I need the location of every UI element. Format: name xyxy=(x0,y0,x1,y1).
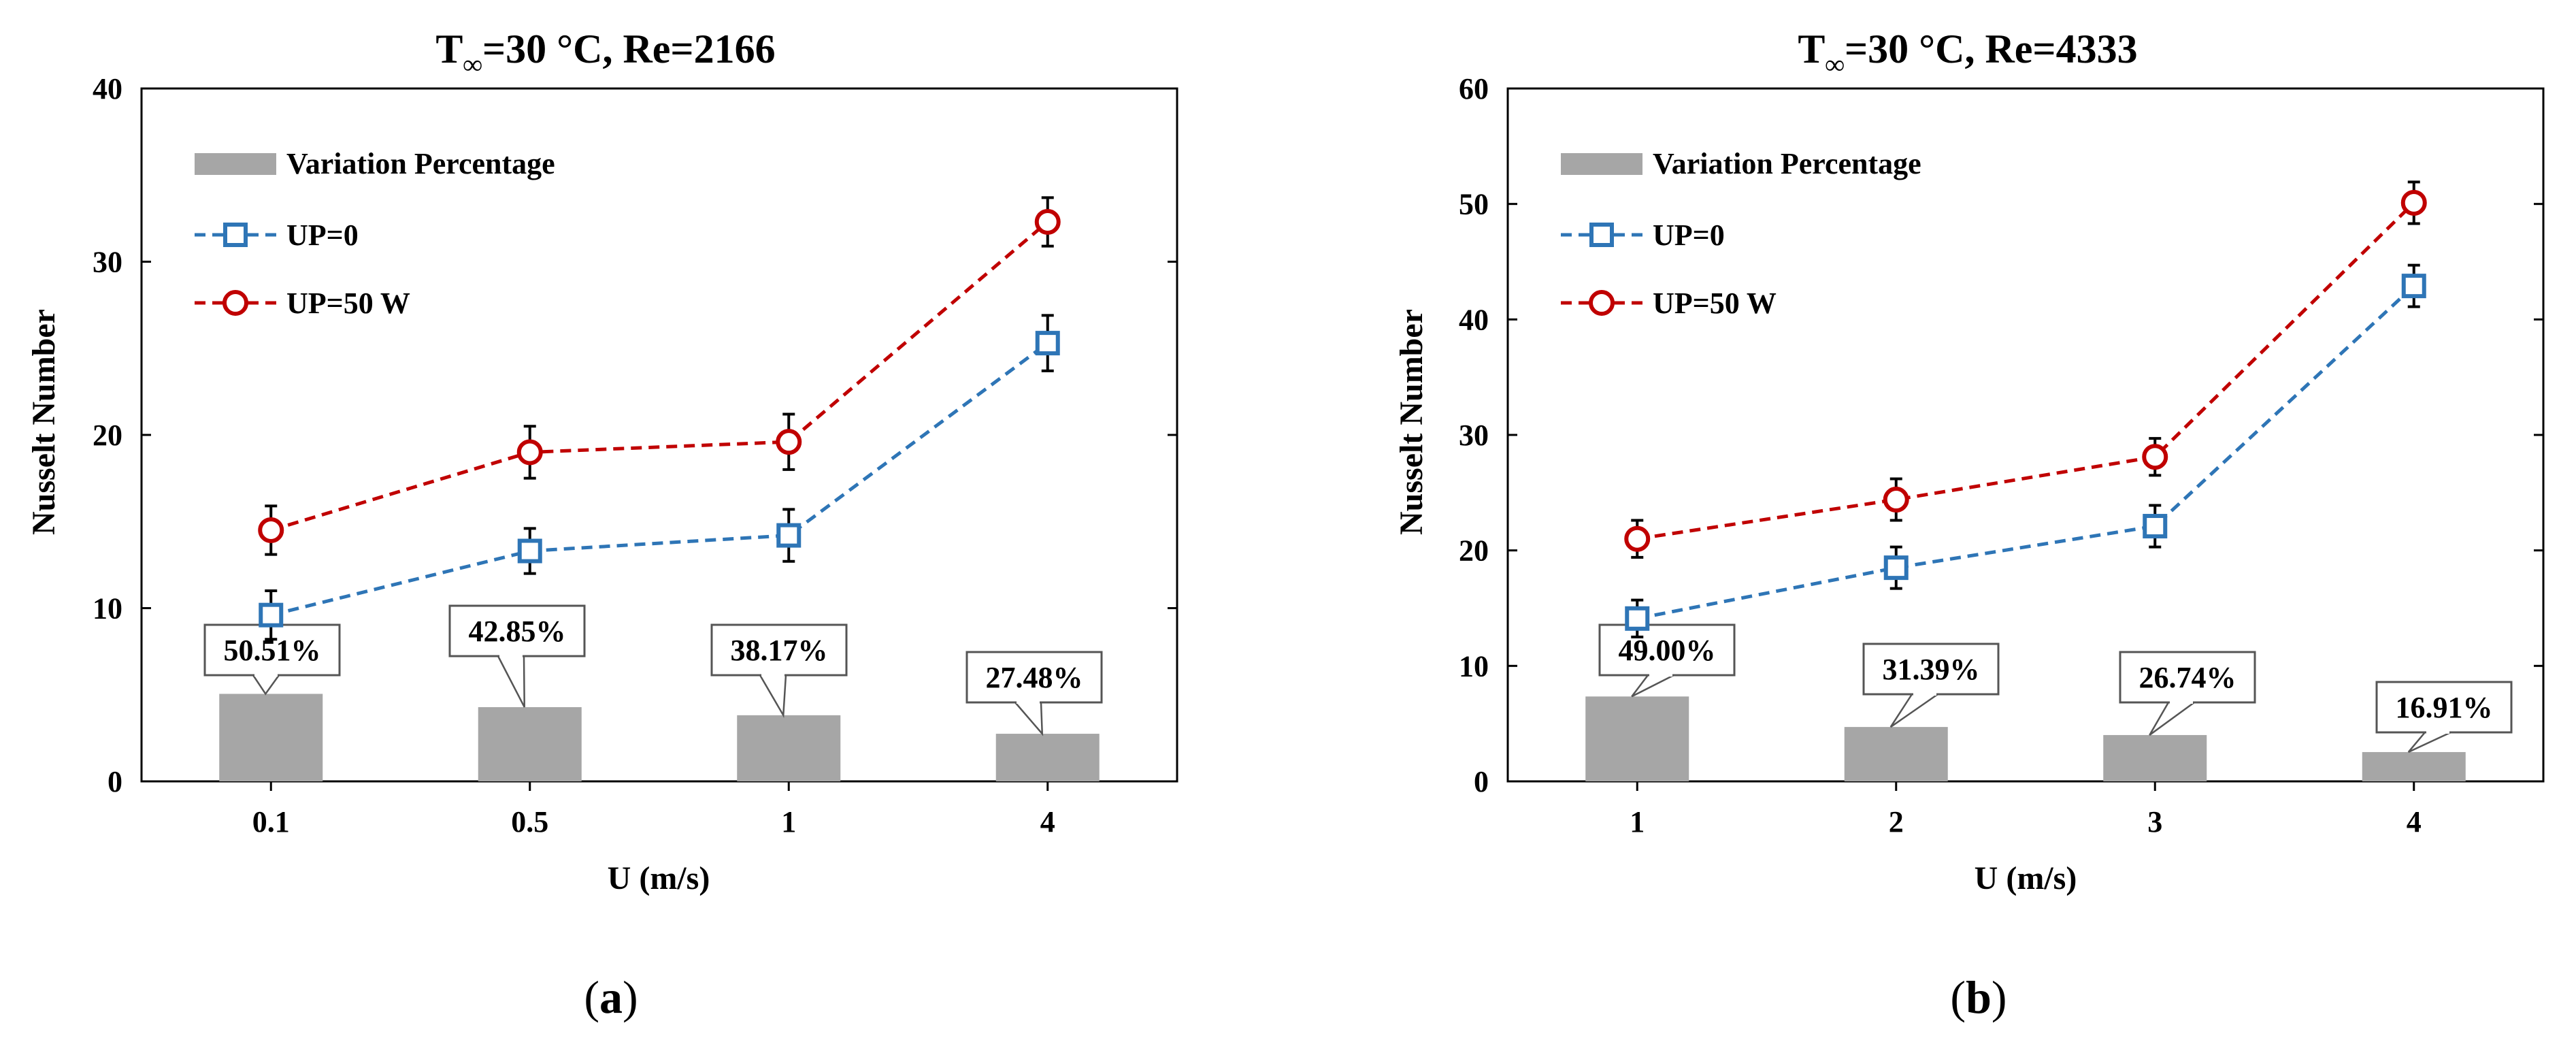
callout-box xyxy=(965,651,1103,704)
callout-box xyxy=(2375,681,2513,734)
x-tick-label: 0.1 xyxy=(252,805,290,839)
callout-pointer xyxy=(252,675,280,696)
callout-box xyxy=(1862,643,2000,696)
y-tick-label: 20 xyxy=(1459,534,1489,568)
data-point xyxy=(259,602,284,628)
variation-bar xyxy=(737,715,841,781)
callout-pointer xyxy=(1631,674,1674,698)
series-line xyxy=(270,221,1049,532)
legend-marker xyxy=(222,290,248,316)
callout-pointer xyxy=(759,675,787,719)
data-label: 38.17% xyxy=(731,634,828,667)
legend-label: Variation Percentage xyxy=(1653,147,1921,180)
legend-marker xyxy=(1589,290,1615,316)
callout-box xyxy=(710,623,848,677)
data-point xyxy=(1883,487,1909,513)
legend-label: UP=50 W xyxy=(286,287,410,320)
data-point xyxy=(1883,555,1909,581)
chart-panel-a: T∞=30 °C, Re=2166 Nusselt Number U (m/s)… xyxy=(26,27,1178,1023)
plot-area-frame xyxy=(1506,87,2545,783)
data-point xyxy=(2142,444,2168,470)
data-point xyxy=(2143,514,2168,539)
callout-box xyxy=(2119,651,2256,704)
data-point xyxy=(1625,606,1650,631)
y-tick-label: 20 xyxy=(93,419,122,452)
data-point xyxy=(776,429,802,455)
legend-label: UP=0 xyxy=(286,218,359,252)
callout-pointer xyxy=(2149,701,2195,736)
callout-box xyxy=(448,604,586,657)
callout-pointer xyxy=(1014,702,1044,736)
data-label: 27.48% xyxy=(986,661,1083,694)
x-axis-title: U (m/s) xyxy=(1975,860,2077,896)
chart-panel-b: T∞=30 °C, Re=4333 Nusselt Number U (m/s)… xyxy=(1393,27,2545,1023)
variation-bar xyxy=(1844,727,1948,781)
data-label: 16.91% xyxy=(2396,691,2493,724)
variation-bar xyxy=(478,706,582,781)
legend-swatch xyxy=(195,153,276,175)
y-tick-label: 40 xyxy=(93,72,122,105)
data-label: 31.39% xyxy=(1883,653,1980,686)
legend-marker xyxy=(1589,223,1614,247)
y-axis-title: Nusselt Number xyxy=(26,309,62,535)
x-axis-title: U (m/s) xyxy=(608,860,710,896)
series-line xyxy=(1636,285,2415,621)
variation-bar xyxy=(219,694,323,781)
legend: Variation Percentage UP=0 UP=50 W xyxy=(195,147,555,320)
data-point xyxy=(776,523,802,548)
panel-caption: (a) xyxy=(584,971,638,1023)
chart-title: T∞=30 °C, Re=4333 xyxy=(1798,27,2137,80)
y-tick-label: 30 xyxy=(1459,419,1489,452)
legend-label: UP=50 W xyxy=(1653,287,1777,320)
data-point xyxy=(258,517,284,543)
variation-bar xyxy=(2103,734,2207,781)
variation-bar xyxy=(1585,696,1689,781)
x-tick-label: 2 xyxy=(1889,805,1904,839)
y-axis-title: Nusselt Number xyxy=(1393,309,1430,535)
data-label: 49.00% xyxy=(1619,634,1716,667)
data-point xyxy=(1034,208,1061,235)
legend-label: UP=0 xyxy=(1653,218,1725,252)
callout-box xyxy=(1598,623,1736,677)
data-point xyxy=(2400,189,2427,216)
x-tick-label: 1 xyxy=(1630,805,1645,839)
data-label: 26.74% xyxy=(2139,661,2236,694)
data-point xyxy=(2401,274,2426,299)
y-tick-label: 50 xyxy=(1459,188,1489,221)
legend-label: Variation Percentage xyxy=(286,147,555,180)
variation-bar xyxy=(995,734,1100,781)
y-tick-label: 0 xyxy=(108,765,122,798)
y-tick-label: 10 xyxy=(93,592,122,625)
x-tick-label: 3 xyxy=(2147,805,2162,839)
x-tick-label: 0.5 xyxy=(511,805,548,839)
plot-area-frame xyxy=(140,87,1178,783)
series-line xyxy=(1636,201,2415,541)
legend-marker xyxy=(223,223,248,247)
legend: Variation Percentage UP=0 UP=50 W xyxy=(1561,147,1921,320)
data-point xyxy=(516,439,543,466)
legend-swatch xyxy=(1561,153,1642,175)
data-point xyxy=(1624,525,1651,552)
chart-title: T∞=30 °C, Re=2166 xyxy=(435,27,775,80)
y-tick-label: 40 xyxy=(1459,303,1489,336)
y-tick-label: 60 xyxy=(1459,72,1489,105)
data-point xyxy=(517,538,542,564)
y-tick-label: 30 xyxy=(93,246,122,279)
callout-pointer xyxy=(2407,731,2451,753)
x-tick-label: 1 xyxy=(781,805,796,839)
y-tick-label: 0 xyxy=(1474,765,1489,798)
callout-pointer xyxy=(497,655,525,708)
x-tick-label: 4 xyxy=(2407,805,2422,839)
series-line xyxy=(270,342,1049,617)
callout-pointer xyxy=(1889,693,1938,728)
y-tick-label: 10 xyxy=(1459,649,1489,683)
panel-caption: (b) xyxy=(1950,971,2007,1023)
variation-bar xyxy=(2362,751,2466,781)
data-label: 42.85% xyxy=(469,615,566,648)
data-point xyxy=(1035,331,1060,356)
x-tick-label: 4 xyxy=(1040,805,1055,839)
